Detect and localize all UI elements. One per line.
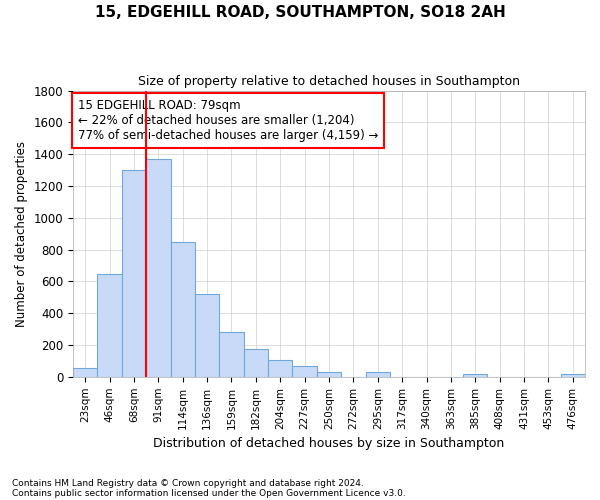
Bar <box>292 366 317 377</box>
Bar <box>560 374 585 377</box>
Bar <box>220 332 244 377</box>
Bar <box>244 349 268 377</box>
Bar <box>73 368 97 377</box>
Bar <box>122 170 146 377</box>
Bar <box>170 242 195 377</box>
Y-axis label: Number of detached properties: Number of detached properties <box>15 140 28 326</box>
Text: Contains HM Land Registry data © Crown copyright and database right 2024.: Contains HM Land Registry data © Crown c… <box>12 478 364 488</box>
Bar <box>195 294 220 377</box>
Bar <box>97 274 122 377</box>
Bar <box>268 360 292 377</box>
Text: 15, EDGEHILL ROAD, SOUTHAMPTON, SO18 2AH: 15, EDGEHILL ROAD, SOUTHAMPTON, SO18 2AH <box>95 5 505 20</box>
Bar <box>146 159 170 377</box>
Bar <box>365 372 390 377</box>
Bar <box>317 372 341 377</box>
X-axis label: Distribution of detached houses by size in Southampton: Distribution of detached houses by size … <box>154 437 505 450</box>
Text: Contains public sector information licensed under the Open Government Licence v3: Contains public sector information licen… <box>12 488 406 498</box>
Bar <box>463 374 487 377</box>
Text: 15 EDGEHILL ROAD: 79sqm
← 22% of detached houses are smaller (1,204)
77% of semi: 15 EDGEHILL ROAD: 79sqm ← 22% of detache… <box>78 99 379 142</box>
Title: Size of property relative to detached houses in Southampton: Size of property relative to detached ho… <box>138 75 520 88</box>
